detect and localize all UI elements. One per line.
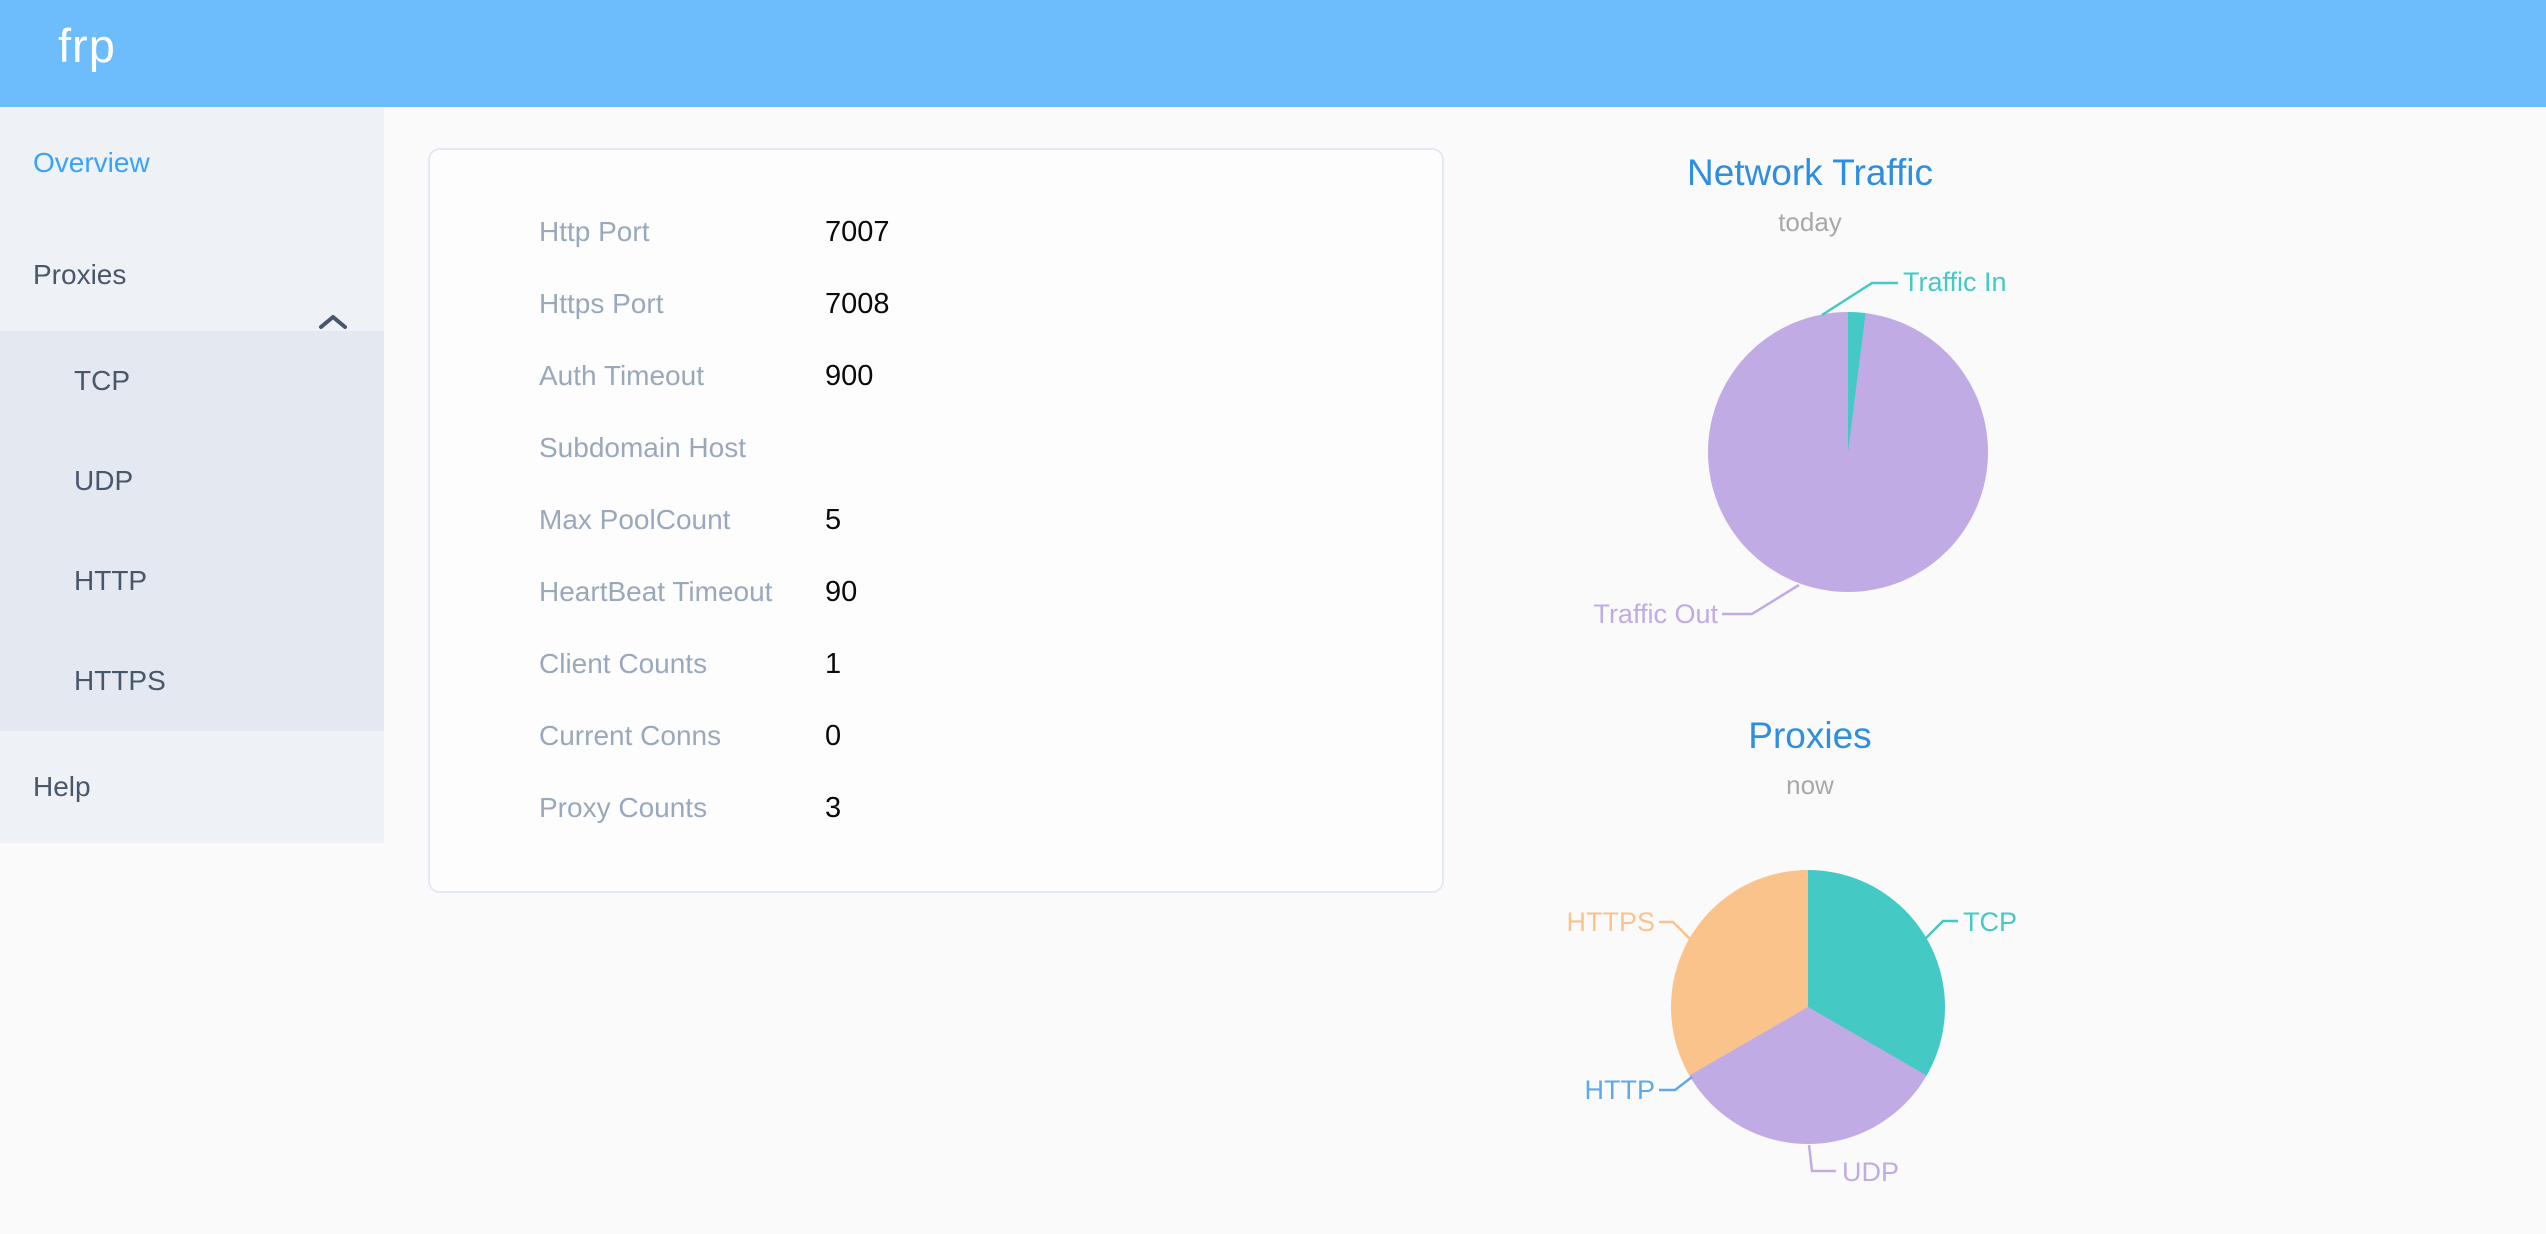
info-row: Https Port 7008 (539, 268, 1442, 340)
info-value: 90 (825, 575, 858, 608)
proxies-chart-subtitle: now (1786, 770, 1834, 800)
info-row: Max PoolCount 5 (539, 484, 1442, 556)
info-value: 900 (825, 359, 874, 392)
server-info-card: Http Port 7007 Https Port 7008 Auth Time… (428, 148, 1444, 893)
chevron-up-icon (318, 266, 348, 378)
leader-https (1659, 920, 1691, 940)
info-value: 1 (825, 647, 842, 680)
info-label: HeartBeat Timeout (539, 576, 773, 607)
info-label: Proxy Counts (539, 792, 708, 823)
network-traffic-chart-subtitle: today (1778, 207, 1842, 237)
info-label: Http Port (539, 216, 650, 247)
sidebar-item-udp[interactable]: UDP (0, 431, 384, 531)
sidebar-item-tcp[interactable]: TCP (0, 331, 384, 431)
sidebar-item-http[interactable]: HTTP (0, 531, 384, 631)
leader-traffic-out (1722, 583, 1800, 616)
network-traffic-pie (1708, 312, 1988, 592)
sidebar-item-label: UDP (74, 465, 134, 496)
sidebar-item-label: Proxies (33, 259, 127, 290)
proxies-submenu: TCP UDP HTTP HTTPS (0, 331, 384, 731)
proxies-pie (1671, 870, 1945, 1144)
info-value: 7007 (825, 215, 890, 248)
pie-label-https: HTTPS (1566, 907, 1655, 937)
info-row: Http Port 7007 (539, 196, 1442, 268)
info-value: 5 (825, 503, 842, 536)
leader-http (1659, 1076, 1693, 1092)
info-label: Auth Timeout (539, 360, 704, 391)
info-row: HeartBeat Timeout 90 (539, 556, 1442, 628)
proxies-chart-title: Proxies (1748, 715, 1872, 756)
leader-traffic-in (1821, 281, 1898, 317)
pie-label-traffic-out: Traffic Out (1593, 599, 1718, 629)
pie-label-traffic-in: Traffic In (1903, 267, 2007, 297)
info-row: Auth Timeout 900 (539, 340, 1442, 412)
sidebar-item-label: HTTPS (74, 665, 166, 696)
network-traffic-chart-title: Network Traffic (1686, 152, 1934, 193)
sidebar-item-proxies[interactable]: Proxies (0, 219, 384, 331)
sidebar-item-https[interactable]: HTTPS (0, 631, 384, 731)
info-value: 3 (825, 791, 842, 824)
info-label: Https Port (539, 288, 664, 319)
info-row: Client Counts 1 (539, 628, 1442, 700)
info-label: Max PoolCount (539, 504, 731, 535)
info-label: Current Conns (539, 720, 722, 751)
sidebar: Overview Proxies TCP UDP HTTP HTTPS Help (0, 107, 384, 843)
sidebar-item-label: HTTP (74, 565, 148, 596)
app-header: frp (0, 0, 2546, 107)
info-row: Proxy Counts 3 (539, 772, 1442, 844)
info-label: Client Counts (539, 648, 708, 679)
sidebar-item-help[interactable]: Help (0, 731, 384, 843)
sidebar-item-overview[interactable]: Overview (0, 107, 384, 219)
info-row: Current Conns 0 (539, 700, 1442, 772)
info-value: 0 (825, 719, 842, 752)
leader-tcp (1924, 919, 1958, 940)
frp-logo: frp (58, 19, 116, 72)
leader-udp (1807, 1144, 1836, 1173)
sidebar-item-label: Overview (33, 147, 150, 178)
pie-label-udp: UDP (1842, 1157, 1900, 1187)
pie-label-tcp: TCP (1963, 907, 2017, 937)
info-label: Subdomain Host (539, 432, 747, 463)
sidebar-item-label: Help (33, 771, 91, 802)
sidebar-item-label: TCP (74, 365, 130, 396)
info-value: 7008 (825, 287, 890, 320)
info-row: Subdomain Host (539, 412, 1442, 484)
pie-label-http: HTTP (1584, 1075, 1656, 1105)
